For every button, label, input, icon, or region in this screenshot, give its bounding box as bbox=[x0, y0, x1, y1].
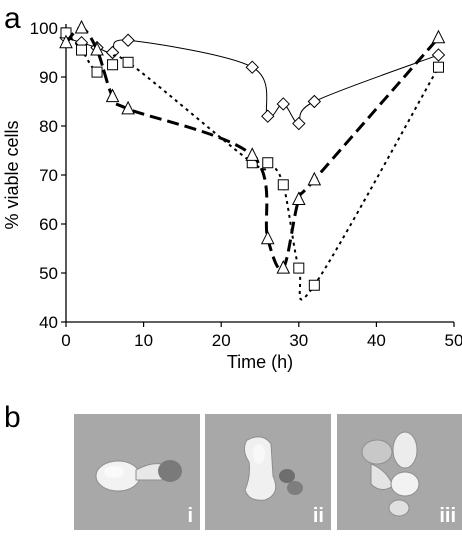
x-axis-label: Time (h) bbox=[227, 352, 293, 372]
viability-chart: 40 50 60 70 80 90 100 0 10 20 30 40 50 Time (h) % vi… bbox=[2, 19, 462, 372]
micrograph-i: i bbox=[74, 414, 200, 530]
data-point-square bbox=[262, 157, 274, 169]
data-point-diamond bbox=[245, 60, 259, 74]
data-point-triangle bbox=[291, 191, 306, 205]
data-point-square bbox=[91, 66, 103, 78]
data-point-square bbox=[76, 44, 88, 56]
y-tick-label: 70 bbox=[39, 166, 58, 185]
data-point-square bbox=[432, 61, 444, 73]
x-tick-label: 30 bbox=[289, 331, 308, 350]
micrograph-label: i bbox=[187, 505, 193, 527]
data-point-square bbox=[277, 179, 289, 191]
data-point-triangle bbox=[276, 259, 291, 274]
panel-b-label: b bbox=[4, 401, 21, 434]
x-tick-label: 20 bbox=[212, 331, 231, 350]
data-point-diamond bbox=[276, 97, 290, 111]
micrograph-ii: ii bbox=[205, 414, 331, 530]
series-line bbox=[64, 26, 440, 271]
data-point-triangle bbox=[74, 19, 89, 34]
series-line bbox=[65, 37, 439, 125]
x-tick-label: 10 bbox=[134, 331, 153, 350]
data-point-triangle bbox=[121, 100, 135, 115]
micrograph-label: ii bbox=[312, 505, 324, 527]
x-tick-label: 40 bbox=[367, 331, 386, 350]
data-point-triangle bbox=[59, 34, 73, 49]
chart-series bbox=[59, 19, 446, 301]
yeast-cells-image-iii bbox=[361, 431, 420, 517]
x-tick-label: 50 bbox=[445, 331, 462, 350]
panel-a-label: a bbox=[4, 2, 21, 35]
data-point-triangle bbox=[260, 230, 275, 245]
series-diamond bbox=[59, 31, 446, 131]
y-tick-label: 90 bbox=[39, 68, 58, 87]
data-point-triangle bbox=[245, 147, 260, 161]
y-tick-label: 50 bbox=[39, 264, 58, 283]
data-point-diamond bbox=[105, 45, 120, 60]
yeast-cells-image-i bbox=[95, 460, 182, 492]
y-tick-label: 60 bbox=[39, 215, 58, 234]
series-square bbox=[60, 27, 444, 301]
data-point-square bbox=[308, 279, 320, 291]
data-point-square bbox=[122, 56, 134, 68]
y-tick-label: 80 bbox=[39, 117, 58, 136]
y-tick-label: 40 bbox=[39, 313, 58, 332]
data-point-triangle bbox=[307, 171, 322, 186]
x-tick-label: 0 bbox=[61, 331, 70, 350]
y-axis-label: % viable cells bbox=[2, 120, 22, 229]
data-point-diamond bbox=[307, 94, 322, 109]
data-point-triangle bbox=[431, 29, 446, 44]
y-tick-label: 100 bbox=[30, 19, 58, 38]
data-point-diamond bbox=[261, 109, 275, 123]
data-point-diamond bbox=[431, 48, 446, 62]
yeast-cells-image-ii bbox=[243, 436, 303, 501]
data-point-square bbox=[107, 59, 119, 71]
data-point-square bbox=[293, 262, 305, 274]
series-triangle bbox=[59, 19, 446, 274]
data-point-diamond bbox=[292, 116, 306, 131]
data-point-diamond bbox=[121, 33, 135, 47]
micrograph-iii: iii bbox=[337, 414, 462, 530]
chart-axes: 40 50 60 70 80 90 100 0 10 20 30 40 50 bbox=[30, 19, 462, 350]
data-point-triangle bbox=[90, 41, 104, 56]
data-point-triangle bbox=[105, 88, 120, 103]
micrograph-label: iii bbox=[439, 505, 456, 527]
